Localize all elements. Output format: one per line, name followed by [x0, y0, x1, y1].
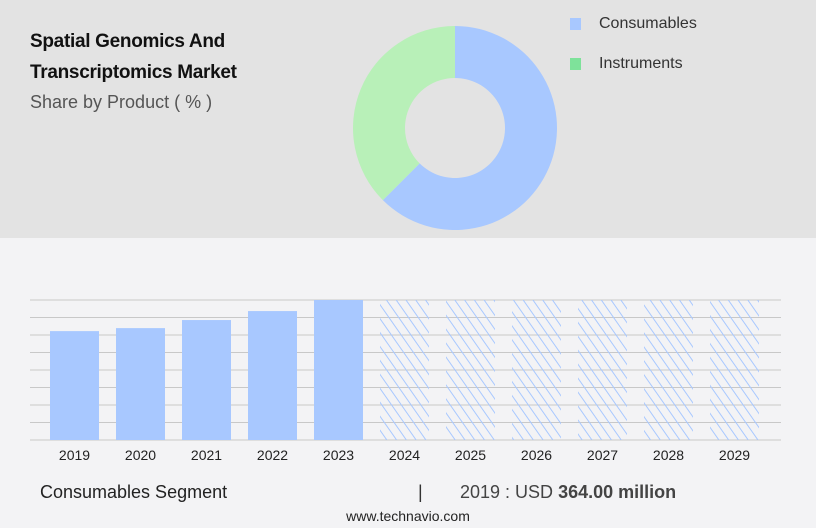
bar-2020 [116, 328, 165, 440]
x-tick-label: 2021 [191, 447, 222, 463]
pie-slice-instruments [353, 26, 455, 201]
chart-title-line1: Spatial Genomics And [30, 31, 225, 52]
x-tick-label: 2022 [257, 447, 288, 463]
bar-2021 [182, 320, 231, 440]
legend-label: Consumables [599, 15, 697, 32]
bar-2025 [446, 300, 495, 440]
value-label: 364.00 million [558, 482, 677, 502]
segment-label: Consumables Segment [40, 482, 228, 502]
source-label: www.technavio.com [346, 508, 470, 524]
x-tick-label: 2029 [719, 447, 750, 463]
pie-slice-consumables [382, 26, 557, 230]
bar-2019 [50, 331, 99, 440]
x-tick-label: 2023 [323, 447, 354, 463]
legend-swatch [570, 18, 581, 30]
x-tick-label: 2027 [587, 447, 618, 463]
bar-2022 [248, 311, 297, 440]
x-tick-label: 2028 [653, 447, 684, 463]
year-label: 2019 : USD [460, 482, 554, 502]
x-tick-label: 2026 [521, 447, 552, 463]
legend-label: Instruments [599, 55, 683, 72]
x-tick-label: 2024 [389, 447, 420, 463]
legend-item-consumables: Consumables [570, 15, 697, 33]
bar-2023 [314, 300, 363, 440]
bar-2026 [512, 300, 561, 440]
legend-swatch [570, 58, 581, 70]
bar-2028 [644, 300, 693, 440]
x-tick-label: 2019 [59, 447, 90, 463]
bar-2027 [578, 300, 627, 440]
x-tick-label: 2025 [455, 447, 486, 463]
chart-title-line2: Transcriptomics Market [30, 62, 237, 83]
chart-subtitle: Share by Product ( % ) [30, 92, 213, 112]
bar-2029 [710, 300, 759, 440]
legend-item-instruments: Instruments [570, 55, 683, 73]
x-tick-label: 2020 [125, 447, 156, 463]
bar-2024 [380, 300, 429, 440]
separator: | [418, 482, 423, 502]
value-readout: 2019 : USD 364.00 million [460, 482, 676, 503]
